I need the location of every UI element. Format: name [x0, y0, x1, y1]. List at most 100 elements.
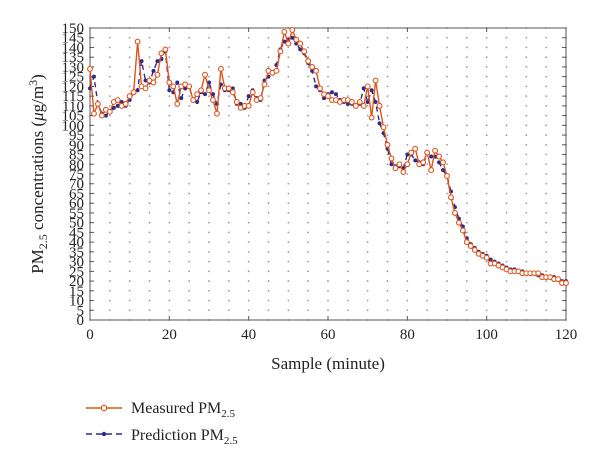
grid-dot — [108, 143, 111, 146]
grid-dot — [168, 163, 171, 166]
grid-dot — [267, 95, 270, 98]
grid-dot — [545, 173, 548, 175]
grid-dot — [307, 56, 310, 59]
grid-dot — [406, 280, 409, 282]
grid-dot — [366, 270, 369, 273]
grid-dot — [545, 182, 548, 185]
grid-dot — [446, 299, 448, 302]
grid-dot — [327, 192, 329, 195]
grid-dot — [227, 280, 230, 282]
point-prediction — [246, 94, 251, 99]
grid-dot — [267, 202, 270, 205]
y-axis-label: PM2.5 concentrations (μg/m3) — [26, 74, 50, 274]
grid-dot — [446, 36, 448, 39]
grid-dot — [188, 163, 191, 166]
grid-dot — [208, 241, 210, 244]
grid-dot — [485, 250, 488, 253]
grid-dot — [148, 182, 151, 185]
y-tick-label: 10 — [69, 294, 84, 310]
grid-dot — [108, 231, 111, 234]
grid-dot — [525, 104, 528, 107]
grid-dot — [247, 124, 250, 127]
grid-dot — [525, 231, 528, 234]
point-measured — [325, 93, 331, 100]
grid-dot — [208, 75, 210, 78]
grid-dot — [287, 299, 290, 302]
point-measured — [297, 40, 304, 47]
grid-dot — [148, 192, 151, 195]
grid-dot — [406, 182, 409, 185]
grid-dot — [247, 280, 250, 282]
grid-dot — [188, 75, 191, 78]
grid-dot — [505, 309, 508, 312]
grid-dot — [505, 231, 508, 234]
grid-dot — [545, 280, 548, 282]
grid-dot — [406, 143, 409, 146]
grid-dot — [307, 299, 310, 302]
point-measured — [213, 110, 220, 117]
grid-dot — [227, 124, 230, 127]
point-prediction — [111, 105, 116, 110]
grid-dot — [386, 309, 389, 312]
grid-dot — [327, 309, 329, 312]
grid-dot — [545, 299, 548, 302]
grid-dot — [386, 153, 389, 156]
y-tick-label: 70 — [69, 177, 84, 193]
grid-dot — [346, 299, 349, 302]
point-measured — [420, 159, 427, 166]
grid-dot — [108, 173, 111, 175]
point-measured — [190, 97, 197, 103]
grid-dot — [168, 153, 171, 156]
grid-dot — [485, 134, 488, 136]
grid-dot — [346, 173, 349, 175]
grid-dot — [287, 85, 290, 88]
x-tick-label: 20 — [162, 327, 177, 343]
grid-dot — [267, 221, 270, 224]
grid-dot — [426, 134, 429, 136]
grid-dot — [188, 114, 191, 117]
y-axis-ticks: 0510152025303540455055606570758085909510… — [62, 21, 566, 329]
point-measured — [106, 108, 113, 115]
grid-dot — [148, 104, 151, 107]
y-tick-label: 80 — [69, 157, 84, 173]
point-measured — [301, 48, 308, 55]
grid-dot — [406, 124, 409, 127]
y-tick-label: 65 — [69, 186, 84, 202]
grid-dot — [128, 309, 131, 312]
grid-dot — [148, 173, 151, 175]
grid-dot — [287, 231, 290, 234]
grid-dot — [128, 241, 131, 244]
grid-dot — [386, 299, 389, 302]
grid-dot — [208, 46, 210, 49]
grid-dot — [188, 309, 191, 312]
grid-dot — [525, 66, 528, 68]
grid-dot — [227, 299, 230, 302]
grid-dot — [525, 75, 528, 78]
grid-dot — [128, 134, 131, 136]
grid-dot — [426, 104, 429, 107]
point-measured — [467, 243, 474, 249]
grid-dot — [267, 153, 270, 156]
grid-dot — [485, 124, 488, 127]
grid-dot — [108, 66, 111, 68]
grid-dot — [446, 95, 448, 98]
grid-dot — [505, 212, 508, 214]
grid-dot — [426, 56, 429, 59]
grid-dot — [267, 46, 270, 49]
grid-dot — [188, 153, 191, 156]
y-tick-label: 20 — [69, 274, 84, 290]
grid-dot — [485, 299, 488, 302]
grid-dot — [426, 143, 429, 146]
grid-dot — [247, 134, 250, 136]
grid-dot — [426, 202, 429, 205]
grid-dot — [148, 153, 151, 156]
grid-dot — [168, 124, 171, 127]
grid-dot — [465, 85, 468, 88]
grid-dot — [525, 280, 528, 282]
grid-dot — [227, 212, 230, 214]
point-prediction — [488, 257, 493, 262]
grid-dot — [168, 241, 171, 244]
grid-dot — [307, 114, 310, 117]
grid-dot — [406, 192, 409, 195]
